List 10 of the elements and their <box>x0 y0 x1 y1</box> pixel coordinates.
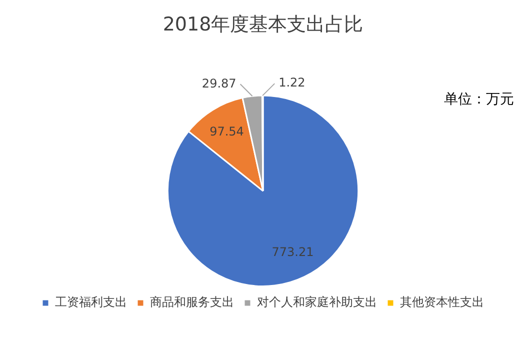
data-label: 29.87 <box>202 76 236 90</box>
legend-label: 商品和服务支出 <box>150 295 234 310</box>
legend-label: 对个人和家庭补助支出 <box>257 295 377 310</box>
legend-label: 工资福利支出 <box>55 295 127 310</box>
text: 单位：万元 <box>444 92 514 108</box>
legend-label: 其他资本性支出 <box>400 295 484 310</box>
data-label: 773.21 <box>272 244 314 259</box>
data-label: 1.22 <box>278 76 306 90</box>
chart-title: 2018年度基本支出占比 <box>162 13 364 36</box>
data-label: 97.54 <box>210 124 244 139</box>
